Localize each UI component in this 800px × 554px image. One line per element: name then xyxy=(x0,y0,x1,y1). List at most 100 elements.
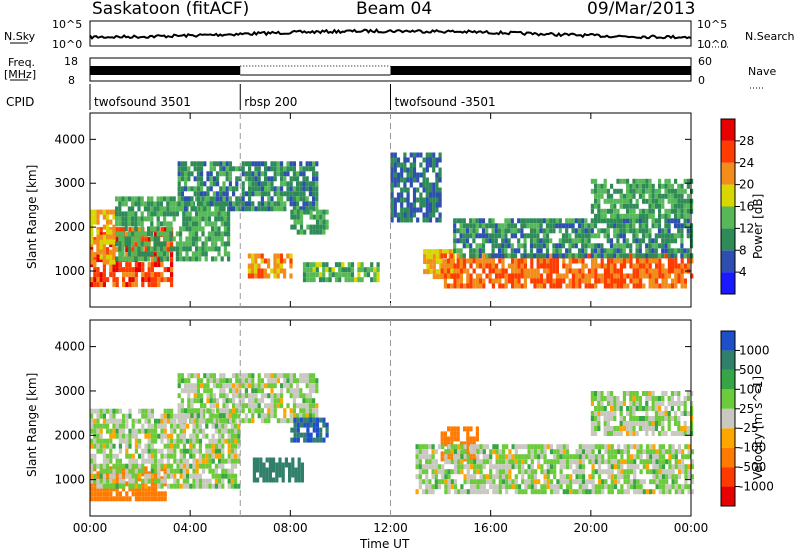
power-cell xyxy=(686,203,690,209)
velocity-cell xyxy=(610,474,614,480)
power-cell xyxy=(254,206,258,212)
velocity-cell xyxy=(134,443,138,449)
velocity-cell xyxy=(431,444,435,450)
velocity-cell xyxy=(511,479,515,485)
velocity-cell xyxy=(501,474,506,480)
power-cell xyxy=(169,221,173,227)
velocity-cell xyxy=(559,444,563,450)
power-cell xyxy=(403,157,407,163)
velocity-cell xyxy=(228,383,232,389)
power-cell xyxy=(435,187,439,193)
velocity-cell xyxy=(687,484,691,490)
velocity-cell xyxy=(671,454,675,460)
velocity-cell xyxy=(565,484,570,490)
velocity-cell xyxy=(134,468,138,474)
power-cell xyxy=(466,258,470,264)
velocity-cell xyxy=(578,469,582,475)
power-cell xyxy=(140,231,144,237)
velocity-cell xyxy=(492,479,496,485)
power-cell xyxy=(416,217,420,223)
power-cell xyxy=(390,167,394,173)
power-cell xyxy=(558,223,562,229)
power-cell xyxy=(102,282,106,288)
velocity-cell xyxy=(559,449,563,455)
velocity-cell xyxy=(543,469,547,475)
velocity-cell xyxy=(270,413,274,419)
power-cell xyxy=(222,206,226,212)
velocity-cell xyxy=(202,463,206,469)
velocity-cell xyxy=(527,464,531,470)
velocity-cell xyxy=(674,474,678,480)
power-cell xyxy=(193,191,197,197)
power-cell xyxy=(555,268,559,274)
power-cell xyxy=(428,202,433,208)
velocity-cell xyxy=(626,421,630,426)
power-cell xyxy=(514,273,518,279)
power-cell xyxy=(150,257,154,263)
time-tick-label: 04:00 xyxy=(173,521,208,535)
power-cell xyxy=(667,233,671,239)
velocity-cell xyxy=(677,459,682,465)
velocity-cell xyxy=(654,411,658,416)
velocity-cell xyxy=(444,479,448,485)
velocity-cell xyxy=(677,444,682,450)
velocity-cell xyxy=(581,449,586,455)
velocity-cell xyxy=(492,444,496,450)
velocity-cell xyxy=(115,491,119,497)
power-cell xyxy=(677,213,681,219)
power-cell xyxy=(390,172,394,178)
velocity-cell xyxy=(626,411,630,416)
velocity-cell xyxy=(306,422,310,428)
power-cell xyxy=(432,202,436,208)
power-cell xyxy=(539,283,543,289)
velocity-cell xyxy=(102,418,106,424)
power-cell xyxy=(613,213,617,219)
velocity-cell xyxy=(530,454,534,460)
velocity-cell xyxy=(241,398,245,404)
power-cell xyxy=(125,267,129,273)
power-cell xyxy=(606,248,610,254)
power-cell xyxy=(248,201,252,207)
power-cell xyxy=(154,277,158,283)
power-cell xyxy=(143,241,147,247)
power-cell xyxy=(613,198,617,204)
velocity-cell xyxy=(521,444,525,450)
velocity-cell xyxy=(173,478,177,484)
velocity-cell xyxy=(415,449,419,455)
power-cell xyxy=(686,183,690,189)
power-cell xyxy=(416,197,420,203)
velocity-cell xyxy=(265,467,269,473)
velocity-cell xyxy=(635,421,639,426)
power-cell xyxy=(472,248,476,254)
power-cell xyxy=(648,238,652,244)
velocity-cell xyxy=(141,478,145,484)
power-cell xyxy=(651,238,655,244)
velocity-cell xyxy=(505,484,509,490)
power-cell xyxy=(574,253,578,259)
velocity-cell xyxy=(482,489,486,495)
velocity-cell xyxy=(428,454,432,460)
power-cell xyxy=(510,253,514,259)
velocity-cell xyxy=(202,428,206,434)
velocity-cell xyxy=(443,431,447,437)
power-cell xyxy=(276,196,280,202)
velocity-cell xyxy=(218,428,222,434)
power-cell xyxy=(280,166,284,172)
velocity-cell xyxy=(186,438,190,444)
velocity-cell xyxy=(546,479,550,485)
power-cell xyxy=(453,268,457,274)
power-cell xyxy=(603,268,607,274)
power-cell xyxy=(406,217,410,223)
power-cell xyxy=(481,238,486,244)
velocity-cell xyxy=(234,478,238,484)
power-cell xyxy=(341,272,345,278)
velocity-cell xyxy=(280,398,284,404)
power-cell xyxy=(504,218,508,224)
power-cell xyxy=(302,181,306,187)
power-ylabel: Slant Range [km] xyxy=(25,164,39,269)
power-cell xyxy=(549,273,553,279)
velocity-cell xyxy=(601,484,605,490)
velocity-cell xyxy=(192,458,196,464)
power-cell xyxy=(651,283,655,289)
velocity-cell xyxy=(575,479,579,485)
